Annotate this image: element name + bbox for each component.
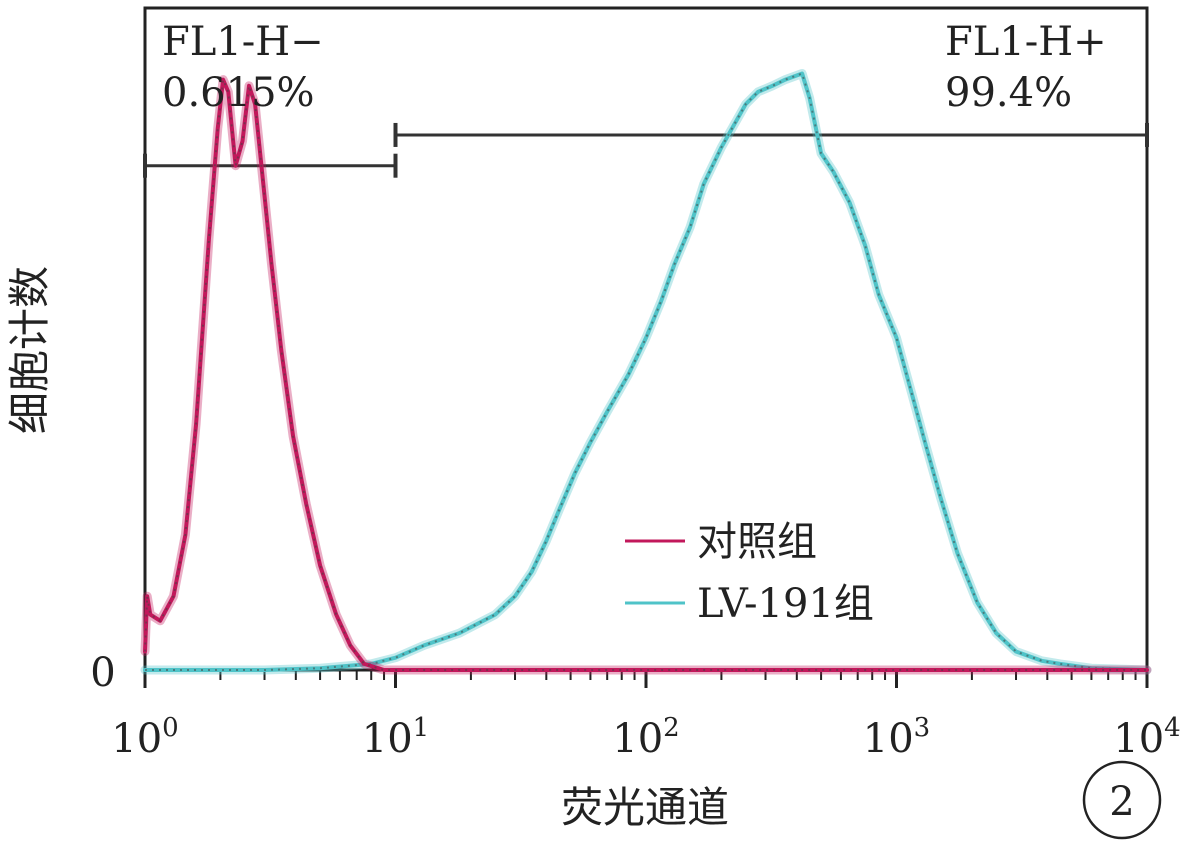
- x-axis-tick-labels: 100 101 102 103 104: [111, 713, 1180, 762]
- x-tick-label: 100: [111, 713, 178, 762]
- histogram-series: [140, 69, 1152, 675]
- x-tick-label: 104: [1113, 713, 1180, 762]
- x-tick-label: 101: [362, 713, 429, 762]
- series-dash: [145, 72, 1148, 671]
- gate-bars: [143, 122, 1149, 178]
- gate-left-name: FL1-H−: [162, 19, 324, 65]
- x-tick-label: 103: [863, 713, 930, 762]
- y-tick-label-zero: 0: [90, 650, 115, 696]
- x-axis-label: 荧光通道: [561, 783, 729, 832]
- x-tick-label: 102: [612, 713, 679, 762]
- gate-right-percent: 99.4%: [945, 70, 1072, 116]
- series-lv191: [140, 69, 1152, 675]
- series-glow: [140, 69, 1152, 675]
- series-control: [140, 75, 1152, 675]
- y-axis-label: 细胞计数: [5, 266, 54, 434]
- legend-label-control: 对照组: [697, 519, 817, 565]
- panel-number: 2: [1109, 779, 1134, 825]
- panel-number-circle: [1082, 760, 1162, 840]
- series-line: [143, 71, 1149, 672]
- gate-right-name: FL1-H+: [945, 19, 1107, 65]
- gate-left-percent: 0.615%: [162, 70, 315, 116]
- series-line: [143, 77, 1149, 672]
- series-dash: [144, 78, 1147, 671]
- legend: 对照组 LV-191组: [625, 519, 874, 627]
- legend-label-lv191: LV-191组: [697, 581, 874, 627]
- series-glow: [140, 75, 1152, 675]
